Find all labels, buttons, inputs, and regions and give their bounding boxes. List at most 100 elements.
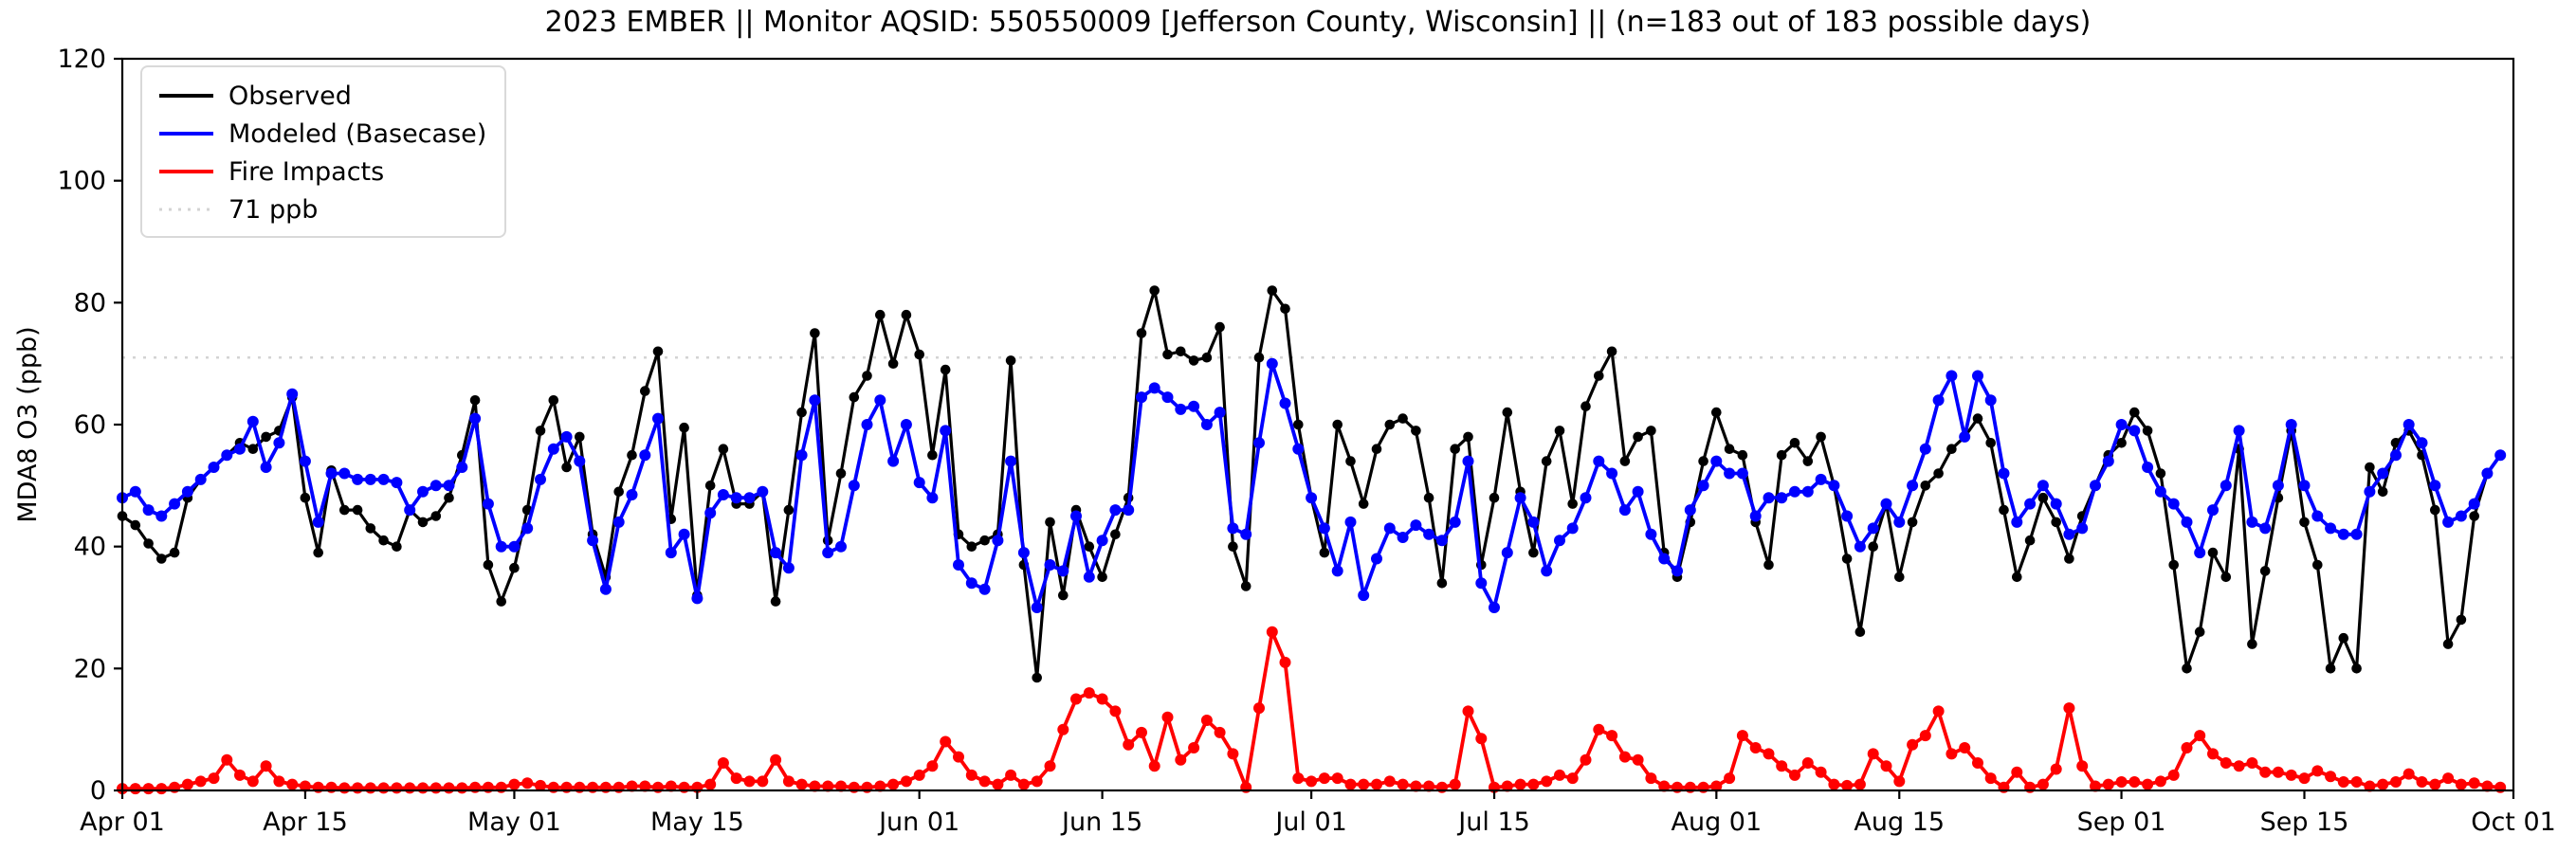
fire-line-swatch: [159, 170, 213, 173]
data-point: [626, 780, 638, 792]
data-point: [770, 547, 782, 559]
data-point: [1710, 455, 1723, 467]
data-point: [1724, 467, 1736, 480]
y-tick-label: 0: [90, 776, 106, 806]
data-point: [2220, 757, 2232, 769]
data-point: [887, 455, 900, 467]
data-point: [2128, 425, 2141, 437]
data-point: [1946, 748, 1958, 760]
data-point: [1267, 285, 1278, 296]
data-point: [1423, 780, 1435, 792]
data-point: [299, 780, 311, 792]
data-point: [1110, 529, 1121, 540]
data-point: [1031, 602, 1043, 613]
data-point: [2377, 778, 2389, 790]
data-point: [940, 364, 951, 375]
data-point: [352, 504, 363, 516]
data-point: [717, 489, 729, 500]
data-point: [953, 751, 964, 763]
data-point: [1293, 419, 1304, 430]
data-point: [861, 419, 873, 430]
data-point: [1083, 687, 1095, 699]
data-point: [1959, 430, 1971, 443]
data-point: [1711, 407, 1722, 418]
data-point: [1032, 672, 1042, 683]
data-point: [1776, 760, 1788, 772]
y-tick-label: 60: [74, 410, 106, 440]
data-point: [2207, 547, 2219, 558]
data-point: [2194, 730, 2206, 742]
data-point: [1017, 547, 1030, 559]
data-point: [2285, 769, 2297, 781]
data-point: [456, 782, 468, 794]
y-tick-label: 40: [74, 533, 106, 562]
data-point: [521, 522, 534, 535]
data-point: [1736, 467, 1748, 480]
data-point: [966, 541, 977, 552]
data-point: [783, 504, 795, 516]
data-point: [1580, 753, 1592, 766]
data-point: [1907, 738, 1919, 751]
data-point: [1972, 413, 1983, 424]
data-point: [1161, 711, 1174, 723]
data-point: [417, 517, 429, 528]
data-point: [1580, 492, 1592, 504]
legend-row-fire: Fire Impacts: [159, 153, 504, 191]
data-point: [2037, 778, 2049, 790]
data-point: [208, 772, 220, 785]
data-point: [887, 778, 900, 790]
data-point: [1214, 726, 1226, 738]
data-point: [469, 412, 482, 425]
data-point: [2220, 480, 2232, 492]
data-point: [953, 559, 964, 571]
data-point: [2076, 760, 2089, 772]
data-point: [2142, 426, 2153, 436]
data-point: [1017, 778, 1030, 790]
data-point: [2311, 765, 2324, 777]
data-point: [2142, 462, 2154, 473]
data-point: [1175, 753, 1187, 766]
data-point: [665, 780, 677, 792]
x-tick-label: May 15: [650, 808, 744, 837]
data-point: [1776, 492, 1788, 504]
data-point: [862, 371, 872, 381]
data-point: [2142, 778, 2154, 790]
data-point: [730, 772, 742, 785]
data-point: [1123, 504, 1135, 517]
data-point: [1240, 528, 1252, 540]
data-point: [1724, 772, 1736, 785]
data-point: [2116, 438, 2127, 448]
data-point: [429, 782, 442, 794]
data-point: [1501, 547, 1513, 559]
data-point: [2298, 480, 2311, 492]
data-point: [652, 346, 664, 357]
y-axis-label: MDA8 O3 (ppb): [13, 326, 43, 523]
data-point: [940, 735, 952, 748]
data-point: [273, 775, 285, 788]
data-point: [835, 540, 847, 553]
x-tick-label: Apr 01: [80, 808, 165, 837]
data-point: [1475, 577, 1488, 590]
data-point: [926, 760, 939, 772]
data-point: [194, 473, 207, 485]
data-point: [1292, 772, 1305, 785]
data-point: [1841, 510, 1854, 522]
data-point: [1501, 780, 1513, 792]
data-point: [391, 477, 403, 489]
data-point: [1161, 391, 1174, 404]
x-tick-label: Apr 15: [263, 808, 348, 837]
data-point: [1985, 438, 1996, 448]
legend-row-modeled: Modeled (Basecase): [159, 115, 504, 153]
data-point: [1658, 553, 1671, 565]
data-point: [1619, 456, 1631, 466]
data-point: [2416, 776, 2428, 788]
data-point: [1436, 578, 1448, 589]
data-point: [849, 391, 860, 403]
data-point: [992, 778, 1004, 790]
data-point: [1162, 349, 1173, 360]
data-point: [2063, 702, 2075, 715]
data-point: [495, 540, 507, 553]
data-point: [535, 779, 546, 791]
data-point: [1828, 778, 1840, 790]
data-point: [1946, 370, 1958, 382]
